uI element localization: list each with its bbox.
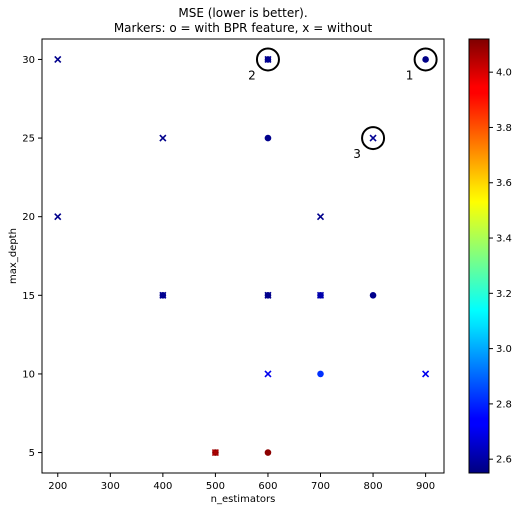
x-axis-label: n_estimators [211, 494, 276, 505]
data-point-cross [422, 370, 430, 378]
colorbar-tick-label: 2.8 [496, 399, 512, 410]
annotation-label: 2 [248, 68, 256, 82]
x-tick-label: 900 [416, 481, 435, 492]
colorbar [468, 38, 490, 474]
plot-frame [41, 38, 445, 474]
data-point-cross [264, 370, 272, 378]
data-point-cross [264, 55, 272, 64]
annotation-label: 1 [406, 68, 414, 82]
data-point-cross [316, 213, 325, 221]
data-point-cross [211, 448, 219, 457]
data-point-circle [369, 292, 377, 299]
y-tick-label: 5 [29, 448, 35, 459]
highlight-ring [255, 47, 280, 72]
data-point-cross [54, 213, 62, 221]
data-point-circle [264, 449, 272, 456]
colorbar-tick-label: 3.4 [496, 234, 512, 245]
y-tick-label: 30 [22, 55, 35, 66]
y-tick-label: 15 [22, 291, 35, 302]
x-tick-label: 500 [206, 481, 225, 492]
x-tick-label: 400 [153, 481, 172, 492]
data-point-cross [54, 55, 62, 64]
colorbar-tick-label: 3.2 [496, 289, 512, 300]
colorbar-tick-label: 2.6 [496, 455, 512, 466]
annotation-label: 3 [353, 147, 361, 161]
data-point-circle [264, 134, 272, 142]
chart-subtitle: Markers: o = with BPR feature, x = witho… [114, 21, 373, 35]
x-tick-label: 300 [101, 481, 120, 492]
data-point-circle [317, 370, 324, 378]
y-tick-label: 20 [22, 212, 35, 223]
data-point-cross [159, 291, 167, 299]
colorbar-tick-label: 3.8 [496, 123, 512, 134]
x-tick-label: 600 [258, 481, 277, 492]
highlight-ring [413, 47, 438, 72]
y-tick-label: 25 [22, 134, 35, 145]
x-tick-label: 800 [364, 481, 383, 492]
x-tick-label: 200 [48, 481, 67, 492]
data-point-circle [422, 56, 429, 63]
data-point-cross [264, 291, 272, 299]
colorbar-tick-label: 3.6 [496, 178, 512, 189]
y-axis-label: max_depth [8, 228, 19, 284]
colorbar-tick-label: 4.0 [496, 68, 512, 79]
data-point-cross [159, 134, 167, 142]
y-tick-label: 10 [22, 369, 35, 380]
chart-title: MSE (lower is better). [178, 6, 307, 20]
x-tick-label: 700 [311, 481, 330, 492]
data-point-cross [369, 134, 377, 142]
highlight-ring [361, 126, 386, 151]
colorbar-tick-label: 3.0 [496, 344, 512, 355]
data-point-cross [316, 291, 325, 299]
